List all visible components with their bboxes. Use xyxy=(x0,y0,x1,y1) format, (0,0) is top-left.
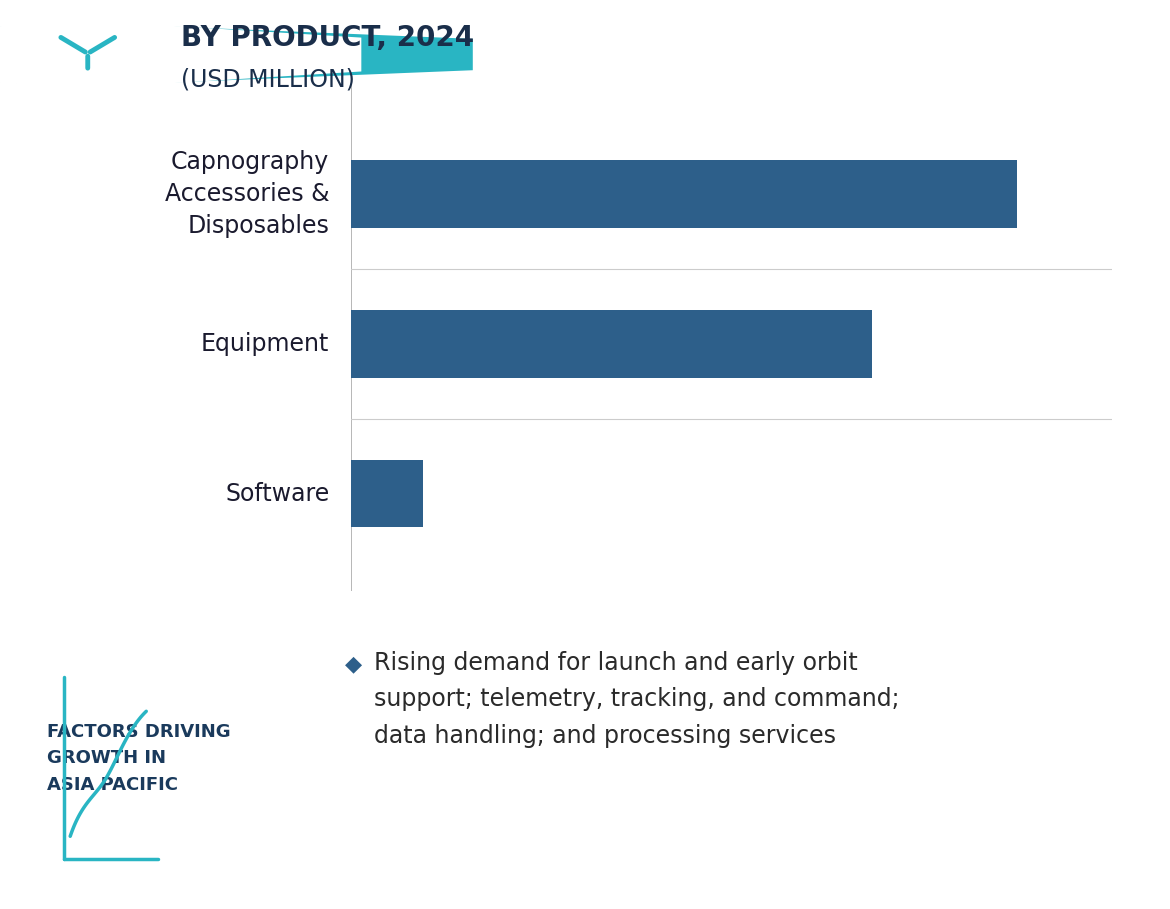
Text: (USD MILLION): (USD MILLION) xyxy=(181,67,356,92)
Polygon shape xyxy=(0,23,473,86)
Bar xyxy=(351,160,1018,228)
Bar xyxy=(351,310,873,377)
Text: Rising demand for launch and early orbit
support; telemetry, tracking, and comma: Rising demand for launch and early orbit… xyxy=(374,651,900,748)
Text: ◆: ◆ xyxy=(345,654,363,674)
Text: BY PRODUCT, 2024: BY PRODUCT, 2024 xyxy=(181,24,475,52)
Polygon shape xyxy=(0,21,362,88)
Text: Capnography
Accessories &
Disposables: Capnography Accessories & Disposables xyxy=(165,151,329,237)
Text: FACTORS DRIVING
GROWTH IN
ASIA PACIFIC: FACTORS DRIVING GROWTH IN ASIA PACIFIC xyxy=(47,723,230,794)
Bar xyxy=(351,460,424,527)
Text: Equipment: Equipment xyxy=(201,332,329,355)
Text: Software: Software xyxy=(225,482,329,505)
